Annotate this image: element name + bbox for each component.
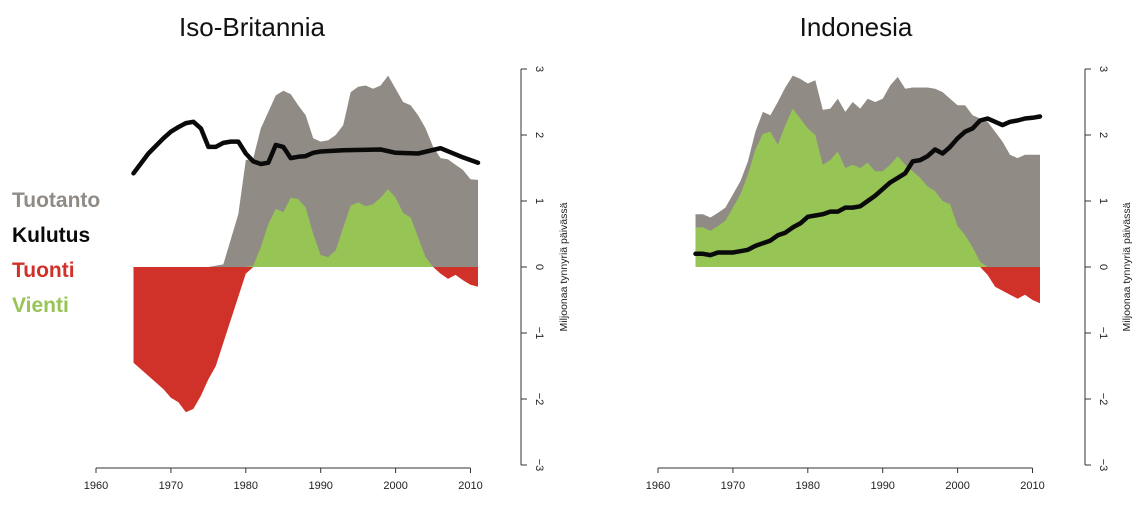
y-tick-label: −3 [533,459,545,472]
legend: Tuotanto Kulutus Tuonti Vienti [12,183,100,323]
y-tick-label: 0 [1097,264,1109,270]
x-tick-label: 1960 [646,480,670,492]
y-axis-label: Miljoonaa tynnyriä päivässä [558,202,570,331]
y-tick-label: 0 [533,264,545,270]
line-consumption [693,114,1043,258]
line-consumption [131,119,481,176]
x-tick-label: 1990 [870,480,894,492]
y-axis-label: Miljoonaa tynnyriä päivässä [1121,202,1133,331]
area-exports [133,189,478,267]
area-imports [133,267,478,413]
y-tick-label: −1 [533,327,545,340]
y-tick-label: 1 [1097,198,1109,204]
area-imports [695,267,1040,304]
x-tick-label: 2000 [945,480,969,492]
legend-item-consumption: Kulutus [12,224,91,247]
legend-item-imports: Tuonti [12,259,75,282]
y-tick-label: −2 [533,393,545,406]
x-tick-label: 1980 [234,480,258,492]
chart-panel-2: Indonesia 1960 1970 1980 1990 2000 2010 −3 −2 −1 0… [646,12,1133,492]
y-tick-label: 2 [1097,132,1109,138]
chart-title: Iso-Britannia [179,12,325,42]
x-tick-label: 2010 [458,480,482,492]
y-tick-label: 3 [1097,66,1109,72]
y-tick-label: 3 [533,66,545,72]
x-tick-label: 2010 [1020,480,1044,492]
x-tick-label: 1990 [308,480,332,492]
y-tick-label: −1 [1097,327,1109,340]
x-tick-label: 1970 [721,480,745,492]
y-tick-label: −3 [1097,459,1109,472]
x-tick-label: 1980 [796,480,820,492]
y-tick-label: −2 [1097,393,1109,406]
area-exports [695,108,1040,267]
x-tick-label: 1970 [159,480,183,492]
x-tick-label: 1960 [84,480,108,492]
y-tick-label: 2 [533,132,545,138]
y-tick-label: 1 [533,198,545,204]
chart-panel-1: Iso-Britannia 1960 1970 1980 1990 2000 2010 −3 −… [84,12,570,492]
legend-item-production: Tuotanto [12,189,101,212]
x-tick-label: 2000 [383,480,407,492]
chart-title: Indonesia [800,12,913,42]
legend-item-exports: Vienti [12,294,69,317]
